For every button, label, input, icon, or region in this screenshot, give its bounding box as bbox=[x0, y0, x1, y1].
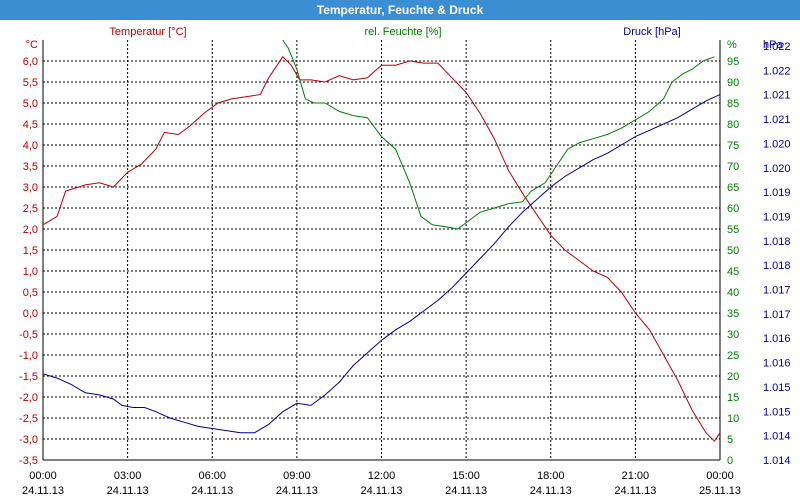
y-tick-label-pressure: 1.021 bbox=[763, 114, 791, 126]
x-tick-label-date: 24.11.13 bbox=[614, 485, 656, 497]
y-tick-label-humidity: 35 bbox=[727, 308, 739, 320]
y-tick-label-pressure: 1.017 bbox=[763, 285, 791, 297]
y-tick-label-temperature: -2,0 bbox=[19, 392, 38, 404]
y-tick-label-temperature: -1,0 bbox=[19, 350, 38, 362]
y-tick-label-humidity: 20 bbox=[727, 371, 739, 383]
x-tick-label-date: 24.11.13 bbox=[276, 485, 318, 497]
y-tick-label-pressure: 1.019 bbox=[763, 211, 791, 223]
y-tick-label-humidity: 10 bbox=[727, 413, 739, 425]
y-tick-label-temperature: 2,5 bbox=[23, 203, 38, 215]
x-tick-label-date: 24.11.13 bbox=[191, 485, 233, 497]
x-tick-label-time: 15:00 bbox=[452, 470, 480, 482]
axis-unit-pressure: hPa bbox=[763, 39, 783, 51]
x-tick-label-date: 24.11.13 bbox=[107, 485, 149, 497]
y-tick-label-temperature: 5,5 bbox=[23, 77, 38, 89]
x-tick-label-time: 12:00 bbox=[368, 470, 396, 482]
y-tick-label-temperature: 6,0 bbox=[23, 56, 38, 68]
y-tick-label-humidity: 65 bbox=[727, 182, 739, 194]
y-tick-label-pressure: 1.016 bbox=[763, 333, 791, 345]
y-tick-label-temperature: -1,5 bbox=[19, 371, 38, 383]
y-tick-label-pressure: 1.019 bbox=[763, 187, 791, 199]
temperature-line bbox=[42, 56, 721, 442]
window-title: Temperatur, Feuchte & Druck bbox=[0, 0, 800, 20]
y-tick-label-pressure: 1.015 bbox=[763, 382, 791, 394]
pressure-line bbox=[42, 94, 721, 434]
y-tick-label-humidity: 90 bbox=[727, 77, 739, 89]
y-tick-label-humidity: 25 bbox=[727, 350, 739, 362]
y-tick-label-humidity: 55 bbox=[727, 224, 739, 236]
y-tick-label-humidity: 40 bbox=[727, 287, 739, 299]
y-tick-label-temperature: 1,5 bbox=[23, 245, 38, 257]
y-tick-label-temperature: -3,0 bbox=[19, 434, 38, 446]
x-tick-label-time: 00:00 bbox=[706, 470, 734, 482]
axis-unit-humidity: % bbox=[727, 39, 737, 51]
x-tick-label-date: 24.11.13 bbox=[22, 485, 64, 497]
x-tick-label-time: 03:00 bbox=[114, 470, 142, 482]
x-tick-label-time: 21:00 bbox=[622, 470, 650, 482]
y-tick-label-temperature: 4,0 bbox=[23, 140, 38, 152]
y-tick-label-temperature: 0,5 bbox=[23, 287, 38, 299]
axis-unit-temperature: °C bbox=[26, 39, 38, 51]
legend-label-temperature: Temperatur [°C] bbox=[109, 26, 186, 38]
y-tick-label-pressure: 1.021 bbox=[763, 90, 791, 102]
y-tick-label-humidity: 85 bbox=[727, 98, 739, 110]
y-tick-label-pressure: 1.022 bbox=[763, 41, 791, 53]
y-tick-label-temperature: 3,5 bbox=[23, 161, 38, 173]
x-tick-label-date: 24.11.13 bbox=[360, 485, 402, 497]
x-tick-label-date: 25.11.13 bbox=[699, 485, 741, 497]
y-tick-label-humidity: 0 bbox=[727, 455, 733, 467]
y-tick-label-pressure: 1.016 bbox=[763, 358, 791, 370]
legend-label-humidity: rel. Feuchte [%] bbox=[364, 26, 441, 38]
y-tick-label-pressure: 1.018 bbox=[763, 260, 791, 272]
legend-label-pressure: Druck [hPa] bbox=[623, 26, 680, 38]
x-tick-label-date: 24.11.13 bbox=[445, 485, 487, 497]
y-tick-label-pressure: 1.018 bbox=[763, 236, 791, 248]
y-tick-label-pressure: 1.014 bbox=[763, 431, 791, 443]
y-tick-label-temperature: -2,5 bbox=[19, 413, 38, 425]
y-tick-label-humidity: 70 bbox=[727, 161, 739, 173]
y-tick-label-temperature: -0,5 bbox=[19, 329, 38, 341]
y-tick-label-temperature: 1,0 bbox=[23, 266, 38, 278]
y-tick-label-pressure: 1.017 bbox=[763, 309, 791, 321]
y-tick-label-pressure: 1.022 bbox=[763, 65, 791, 77]
y-tick-label-pressure: 1.015 bbox=[763, 406, 791, 418]
x-tick-label-time: 00:00 bbox=[29, 470, 57, 482]
y-tick-label-humidity: 45 bbox=[727, 266, 739, 278]
x-tick-label-time: 18:00 bbox=[537, 470, 565, 482]
y-tick-label-temperature: 4,5 bbox=[23, 119, 38, 131]
y-tick-label-temperature: 3,0 bbox=[23, 182, 38, 194]
humidity-line bbox=[282, 39, 715, 230]
y-tick-label-humidity: 75 bbox=[727, 140, 739, 152]
y-tick-label-temperature: 2,0 bbox=[23, 224, 38, 236]
y-tick-label-temperature: -3,5 bbox=[19, 455, 38, 467]
y-tick-label-humidity: 50 bbox=[727, 245, 739, 257]
y-tick-label-humidity: 95 bbox=[727, 56, 739, 68]
y-tick-label-humidity: 80 bbox=[727, 119, 739, 131]
y-tick-label-humidity: 15 bbox=[727, 392, 739, 404]
x-tick-label-time: 09:00 bbox=[283, 470, 311, 482]
y-tick-label-temperature: 5,0 bbox=[23, 98, 38, 110]
y-tick-label-pressure: 1.020 bbox=[763, 163, 791, 175]
y-tick-label-humidity: 5 bbox=[727, 434, 733, 446]
y-tick-label-temperature: 0,0 bbox=[23, 308, 38, 320]
y-tick-label-pressure: 1.014 bbox=[763, 455, 791, 467]
y-tick-label-pressure: 1.020 bbox=[763, 138, 791, 150]
x-tick-label-time: 06:00 bbox=[198, 470, 226, 482]
y-tick-label-humidity: 60 bbox=[727, 203, 739, 215]
x-tick-label-date: 24.11.13 bbox=[530, 485, 572, 497]
y-tick-label-humidity: 30 bbox=[727, 329, 739, 341]
